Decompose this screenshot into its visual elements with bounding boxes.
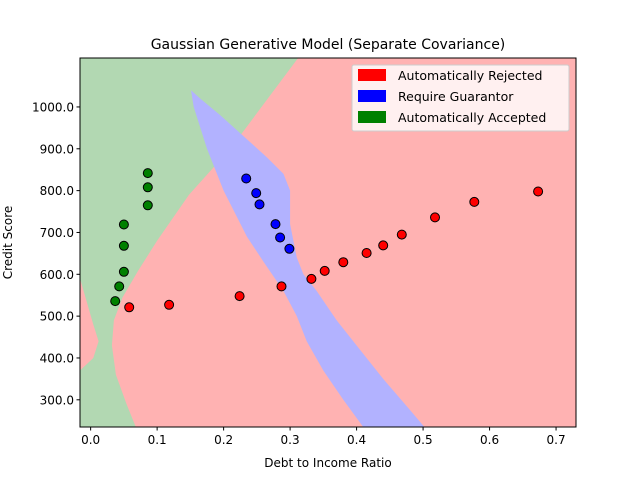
point-automatically-rejected-7: [361, 248, 372, 258]
x-axis-ticks: 0.0 0.1 0.2 0.3 0.4 0.5 0.6 0.7: [81, 427, 566, 447]
x-axis-label: Debt to Income Ratio: [264, 456, 391, 470]
x-tick-label-0: 0.0: [81, 433, 100, 447]
point-automatically-rejected-12: [533, 186, 544, 197]
point-automatically-accepted-5: [142, 200, 153, 211]
point-require-guarantor-1: [251, 188, 262, 199]
legend: Automatically Rejected Require Guarantor…: [351, 64, 570, 132]
point-automatically-accepted-0: [110, 296, 121, 307]
point-automatically-rejected-11: [469, 196, 480, 207]
point-automatically-accepted-1: [114, 281, 125, 292]
y-tick-label-7: 1000.0: [32, 100, 74, 114]
y-tick-label-6: 900.0: [40, 142, 74, 156]
x-tick-label-7: 0.7: [547, 433, 566, 447]
legend-swatch-guarantor: [358, 90, 386, 102]
point-automatically-rejected-6: [338, 257, 349, 268]
region-guarantor: [191, 90, 425, 427]
point-automatically-rejected-9: [396, 229, 407, 240]
point-automatically-rejected-8: [378, 240, 389, 251]
legend-swatch-accepted: [358, 111, 386, 123]
point-require-guarantor-2: [254, 199, 265, 210]
x-tick-label-2: 0.2: [214, 433, 233, 447]
point-automatically-rejected-4: [306, 273, 317, 284]
point-automatically-accepted-7: [142, 168, 153, 179]
legend-label-rejected: Automatically Rejected: [398, 68, 542, 83]
point-automatically-rejected-0: [124, 302, 135, 313]
legend-label-guarantor: Require Guarantor: [398, 89, 514, 104]
y-tick-label-0: 300.0: [40, 393, 74, 407]
point-require-guarantor-5: [284, 243, 295, 254]
x-tick-label-3: 0.3: [281, 433, 300, 447]
y-tick-label-3: 600.0: [40, 268, 74, 282]
point-automatically-rejected-1: [164, 299, 175, 310]
y-axis-ticks: 300.0 400.0 500.0 600.0 700.0 800.0 900.0 1000.…: [32, 100, 80, 407]
x-tick-label-5: 0.5: [414, 433, 433, 447]
point-automatically-rejected-10: [430, 212, 440, 223]
chart-title: Gaussian Generative Model (Separate Cova…: [151, 37, 506, 53]
plot-frame: [79, 57, 577, 428]
scatter-points: [110, 168, 544, 313]
point-automatically-accepted-3: [118, 240, 129, 251]
legend-swatch-rejected: [358, 69, 386, 81]
region-accepted: [80, 58, 299, 427]
y-axis-label: Credit Score: [1, 206, 15, 280]
x-tick-label-4: 0.4: [347, 433, 366, 447]
legend-label-accepted: Automatically Accepted: [398, 110, 546, 125]
y-tick-label-1: 400.0: [40, 351, 74, 365]
point-automatically-accepted-6: [142, 182, 153, 193]
point-automatically-accepted-4: [118, 219, 129, 230]
point-require-guarantor-4: [275, 232, 286, 243]
legend-box: [351, 64, 570, 132]
y-tick-label-2: 500.0: [40, 310, 74, 324]
y-tick-label-4: 700.0: [40, 226, 74, 240]
point-automatically-rejected-3: [276, 281, 287, 292]
y-tick-label-5: 800.0: [40, 184, 74, 198]
point-automatically-accepted-2: [118, 266, 129, 277]
x-tick-label-1: 0.1: [148, 433, 167, 447]
point-automatically-rejected-2: [234, 291, 245, 302]
point-automatically-rejected-5: [319, 265, 330, 276]
point-require-guarantor-3: [270, 219, 281, 230]
point-require-guarantor-0: [241, 173, 252, 184]
x-tick-label-6: 0.6: [480, 433, 499, 447]
